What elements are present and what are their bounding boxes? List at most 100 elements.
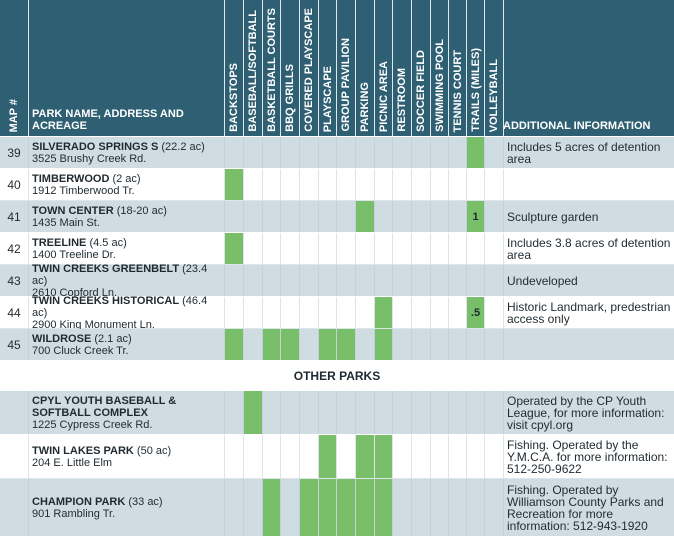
- column-divider: [392, 169, 393, 200]
- column-divider: [280, 479, 281, 536]
- header-divider: [392, 0, 393, 136]
- column-divider: [374, 233, 375, 264]
- column-divider: [299, 169, 300, 200]
- column-divider: [392, 435, 393, 478]
- amenity-available-cell: [243, 391, 262, 434]
- column-divider: [355, 169, 356, 200]
- column-divider: [224, 201, 225, 232]
- column-divider: [224, 479, 225, 536]
- header-divider: [299, 0, 300, 136]
- header-divider: [430, 0, 431, 136]
- column-divider: [430, 329, 431, 360]
- other-parks-heading: OTHER PARKS: [0, 362, 674, 390]
- table-row: 40 TIMBERWOOD (2 ac) 1912 Timberwood Tr.: [0, 169, 674, 201]
- map-number: 41: [7, 209, 21, 224]
- park-name: TREELINE: [32, 236, 87, 249]
- park-cell: CHAMPION PARK (33 ac) 901 Rambling Tr.: [32, 479, 220, 536]
- park-name: TWIN CREEKS HISTORICAL: [32, 294, 180, 307]
- column-divider: [392, 233, 393, 264]
- column-divider: [262, 265, 263, 296]
- column-divider: [224, 297, 225, 328]
- park-address: 1225 Cypress Creek Rd.: [32, 418, 153, 431]
- column-divider: [411, 201, 412, 232]
- column-divider: [466, 169, 467, 200]
- amenity-header: RESTROOM: [396, 68, 408, 132]
- amenity-available-cell: [355, 435, 374, 478]
- column-divider: [28, 391, 29, 434]
- amenity-available-cell: [262, 479, 281, 536]
- amenity-header: PICNIC AREA: [378, 60, 390, 132]
- column-divider: [430, 297, 431, 328]
- column-divider: [299, 297, 300, 328]
- column-divider: [299, 233, 300, 264]
- column-divider: [374, 435, 375, 478]
- column-divider: [466, 265, 467, 296]
- amenity-available-cell: [466, 137, 485, 168]
- column-divider: [392, 329, 393, 360]
- column-divider: [243, 391, 244, 434]
- column-divider: [503, 265, 504, 296]
- park-address: 1912 Timberwood Tr.: [32, 184, 135, 197]
- park-cell: TIMBERWOOD (2 ac) 1912 Timberwood Tr.: [32, 169, 220, 200]
- column-divider: [466, 391, 467, 434]
- column-divider: [484, 391, 485, 434]
- column-divider: [503, 391, 504, 434]
- column-divider: [28, 435, 29, 478]
- park-cell: TREELINE (4.5 ac) 1400 Treeline Dr.: [32, 233, 220, 264]
- column-divider: [392, 265, 393, 296]
- column-divider: [28, 169, 29, 200]
- additional-info: Fishing. Operated by Williamson County P…: [507, 482, 664, 533]
- amenity-available-cell: [355, 201, 374, 232]
- park-name: WILDROSE: [32, 332, 92, 345]
- column-divider: [262, 137, 263, 168]
- column-divider: [243, 137, 244, 168]
- column-divider: [411, 169, 412, 200]
- amenity-header: COVERED PLAYSCAPE: [303, 8, 315, 132]
- column-divider: [503, 201, 504, 232]
- park-name: TWIN LAKES PARK: [32, 444, 134, 457]
- column-divider: [430, 391, 431, 434]
- column-divider: [280, 391, 281, 434]
- column-divider: [318, 391, 319, 434]
- column-divider: [243, 479, 244, 536]
- column-divider: [503, 479, 504, 536]
- park-cell: TWIN CREEKS HISTORICAL (46.4 ac) 2900 Kin…: [32, 294, 220, 331]
- column-divider: [503, 137, 504, 168]
- header-divider: [374, 0, 375, 136]
- column-divider: [374, 297, 375, 328]
- column-divider: [243, 297, 244, 328]
- map-number: 44: [7, 305, 21, 320]
- column-divider: [374, 479, 375, 536]
- header-divider: [466, 0, 467, 136]
- park-acreage: (50 ac): [136, 444, 172, 457]
- column-divider: [318, 435, 319, 478]
- column-divider: [243, 265, 244, 296]
- column-divider: [484, 137, 485, 168]
- map-number: [0, 435, 28, 478]
- amenity-available-cell: [355, 479, 374, 536]
- column-divider: [28, 297, 29, 328]
- column-divider: [466, 201, 467, 232]
- column-divider: [448, 479, 449, 536]
- table-row: 1 41 TOWN CENTER (18-20 ac) 1435 Main St. Sc…: [0, 201, 674, 233]
- park-acreage: (23.4 ac): [32, 262, 208, 287]
- amenity-header: BASKETBALL COURTS: [266, 8, 278, 132]
- column-divider: [262, 435, 263, 478]
- column-divider: [448, 169, 449, 200]
- amenity-available-cell: [262, 329, 281, 360]
- amenity-available-cell: [318, 479, 337, 536]
- amenity-header: SOCCER FIELD: [415, 50, 427, 132]
- park-name: TWIN CREEKS GREENBELT: [32, 262, 180, 275]
- header-divider: [355, 0, 356, 136]
- park-acreage: (22.2 ac): [161, 140, 205, 153]
- column-divider: [280, 137, 281, 168]
- amenity-available-cell: [374, 479, 393, 536]
- trail-miles-value: .5: [470, 306, 481, 319]
- map-number: [0, 391, 28, 434]
- header-divider: [448, 0, 449, 136]
- amenity-header: TRAILS (MILES): [470, 48, 482, 132]
- column-divider: [318, 201, 319, 232]
- map-number: 42: [7, 241, 21, 256]
- park-address: 1435 Main St.: [32, 216, 100, 229]
- amenity-available-cell: [224, 329, 243, 360]
